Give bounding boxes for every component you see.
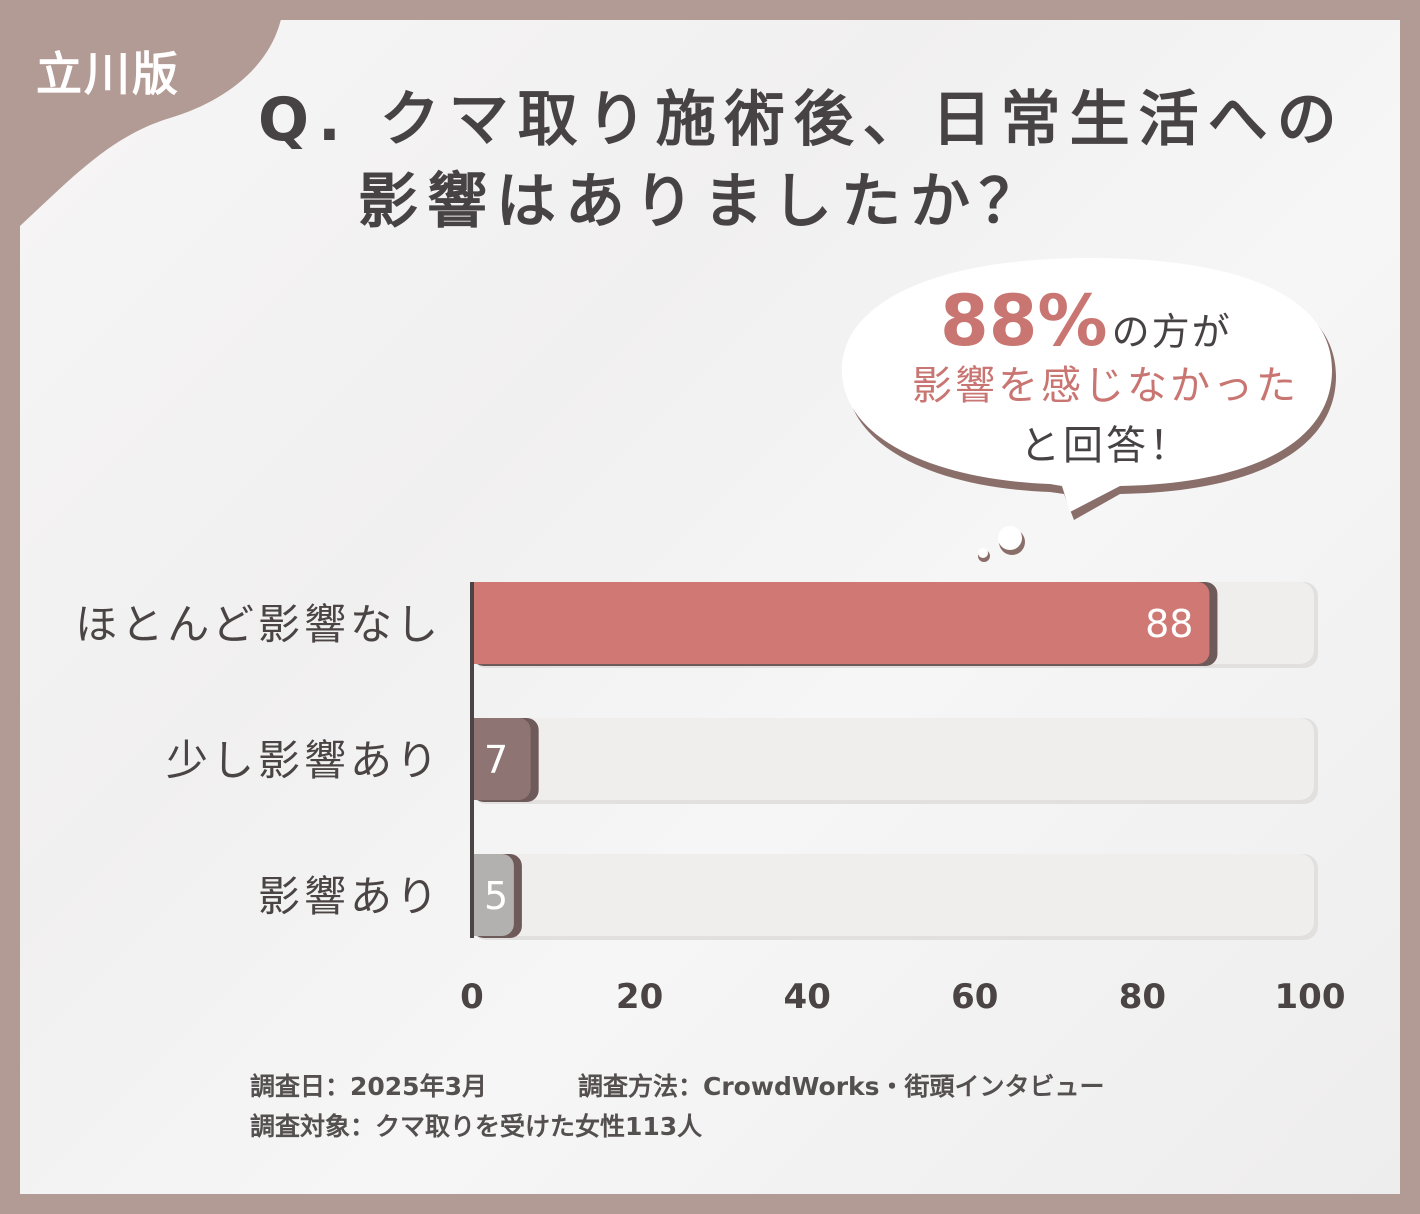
callout-line3: と回答！: [1020, 423, 1192, 469]
category-label-0: ほとんど影響なし: [75, 600, 442, 649]
category-label-1: 少し影響あり: [165, 736, 442, 785]
question-title-line2: 影響はありましたか？: [358, 167, 1048, 237]
bar-track-1: [472, 718, 1314, 800]
bar-base-2: [472, 854, 488, 936]
corner-badge-shape: [0, 0, 284, 232]
data-label-1: 7: [484, 738, 508, 782]
brand-label: 立川版: [36, 47, 180, 101]
data-label-2: 5: [484, 874, 508, 918]
callout-part1: の方が: [1111, 310, 1232, 354]
bar-0: [472, 582, 1210, 664]
bar-base-1: [472, 718, 488, 800]
callout-bubble-body: [841, 258, 1332, 512]
x-tick-label-2: 40: [784, 977, 831, 1017]
footer-date: 調査日：2025年3月: [250, 1072, 487, 1101]
callout-line1: 88% の方が: [940, 286, 1232, 356]
question-title-line1: Q. クマ取り施術後、日常生活への: [258, 85, 1346, 155]
category-label-2: 影響あり: [257, 872, 442, 921]
callout-line2: 影響を感じなかった: [912, 363, 1299, 409]
bar-base-0: [472, 582, 488, 664]
thought-dot-large: [998, 526, 1022, 550]
x-tick-label-1: 20: [616, 977, 663, 1017]
x-tick-label-0: 0: [460, 977, 484, 1017]
footer-method: 調査方法：CrowdWorks・街頭インタビュー: [578, 1072, 1105, 1101]
callout-percent: 88%: [940, 280, 1108, 362]
footer-subject: 調査対象：クマ取りを受けた女性113人: [250, 1112, 703, 1141]
bar-chart: 88 7 5 0 20 40 60 80 100: [460, 582, 1346, 1017]
x-tick-label-4: 80: [1119, 977, 1166, 1017]
bar-track-2: [472, 854, 1314, 936]
x-tick-label-5: 100: [1275, 977, 1346, 1017]
data-label-0: 88: [1145, 602, 1193, 646]
callout-bubble: [841, 258, 1336, 562]
thought-dot-small: [978, 548, 988, 558]
x-tick-label-3: 60: [951, 977, 998, 1017]
